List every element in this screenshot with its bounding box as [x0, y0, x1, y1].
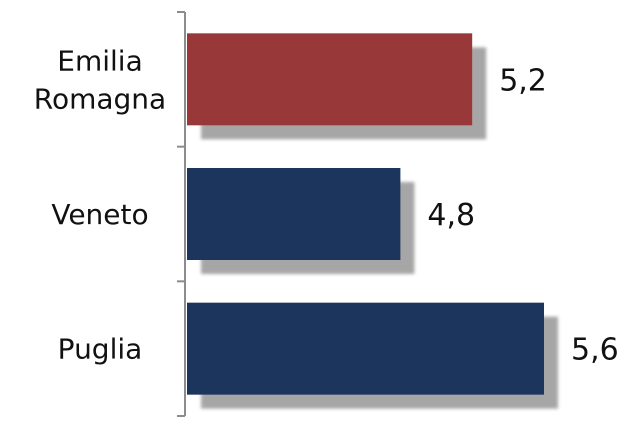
category-label: Puglia: [58, 333, 143, 366]
value-label: 5,6: [571, 333, 618, 368]
bar-emilia-romagna: [187, 33, 473, 126]
category-label: Veneto: [51, 198, 148, 231]
bar-layer: [187, 33, 544, 395]
label-layer: 5,2 Emilia Romagna 4,8 Veneto 5,6 Puglia: [34, 44, 618, 367]
category-label: Romagna: [34, 82, 166, 115]
value-label: 5,2: [499, 63, 547, 98]
category-label: Emilia: [57, 44, 142, 77]
bar-puglia: [187, 302, 544, 395]
value-label: 4,8: [427, 198, 475, 233]
bar-veneto: [187, 168, 401, 260]
axis-layer: [177, 11, 186, 417]
